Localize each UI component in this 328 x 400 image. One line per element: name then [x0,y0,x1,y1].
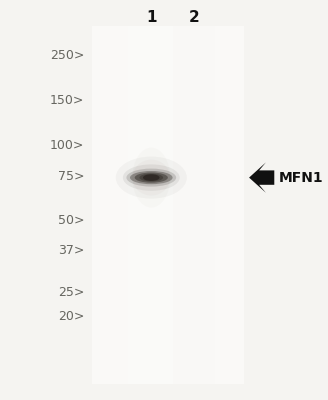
Text: 100>: 100> [50,139,84,152]
Text: 20>: 20> [58,310,84,322]
Ellipse shape [132,160,170,196]
Text: 25>: 25> [58,286,84,299]
Ellipse shape [143,174,159,181]
Bar [128,26,175,384]
Ellipse shape [139,174,163,182]
Ellipse shape [135,172,168,183]
Text: 37>: 37> [58,244,84,256]
Polygon shape [249,162,274,193]
Text: 1: 1 [146,10,156,26]
Text: 2: 2 [189,10,199,26]
Text: 150>: 150> [50,94,84,106]
Ellipse shape [123,164,180,191]
Text: MFN1: MFN1 [279,170,323,184]
Text: 50>: 50> [57,214,84,226]
Ellipse shape [126,168,176,186]
Text: 75>: 75> [57,170,84,183]
Bar [92,26,244,384]
Text: 250>: 250> [50,49,84,62]
Bar [174,26,215,384]
Ellipse shape [130,171,173,184]
